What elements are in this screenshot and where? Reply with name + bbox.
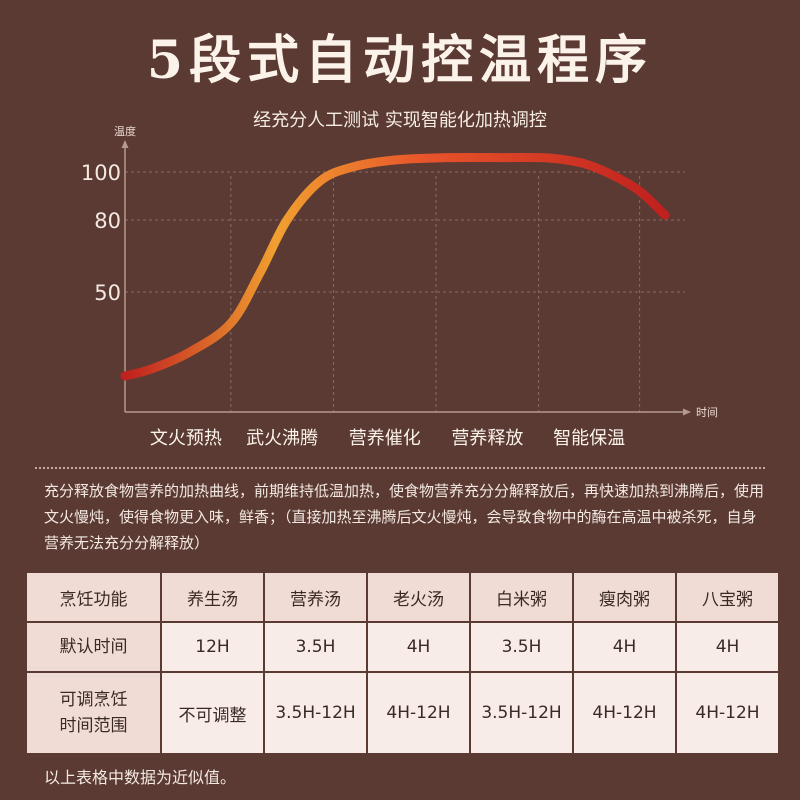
table-row: 可调烹饪 时间范围 不可调整 3.5H-12H 4H-12H 3.5H-12H … — [25, 671, 780, 755]
table-row: 默认时间 12H 3.5H 4H 3.5H 4H 4H — [25, 621, 780, 673]
y-tick-label: 80 — [94, 209, 121, 233]
section-divider — [35, 467, 765, 469]
table-header-cell: 瘦肉粥 — [572, 571, 677, 623]
table-cell: 不可调整 — [160, 671, 265, 755]
table-cell: 4H — [675, 621, 780, 673]
y-axis-arrow — [121, 140, 129, 148]
table-header-cell: 养生汤 — [160, 571, 265, 623]
table-cell: 4H-12H — [572, 671, 677, 755]
x-axis-arrow — [683, 408, 691, 416]
table-header-cell: 营养汤 — [263, 571, 368, 623]
y-axis-label: 温度 — [114, 124, 136, 138]
stage-label: 营养释放 — [451, 428, 523, 449]
stage-label: 智能保温 — [553, 428, 625, 449]
table-header-cell: 八宝粥 — [675, 571, 780, 623]
table-cell: 4H-12H — [675, 671, 780, 755]
table-cell: 4H — [572, 621, 677, 673]
curve-description: 充分释放食物营养的加热曲线，前期维持低温加热，使食物营养充分分解释放后，再快速加… — [44, 482, 765, 552]
stage-label: 文火预热 — [150, 428, 222, 449]
row-label-default-time: 默认时间 — [25, 621, 162, 673]
footnote: 以上表格中数据为近似值。 — [44, 768, 237, 787]
y-tick-label: 100 — [81, 161, 121, 185]
page-title: 5段式自动控温程序 — [146, 30, 654, 91]
stage-label: 营养催化 — [349, 428, 421, 449]
table-cell: 3.5H-12H — [469, 671, 574, 755]
table-cell: 4H — [366, 621, 471, 673]
table-header-cell: 老火汤 — [366, 571, 471, 623]
table-cell: 3.5H — [469, 621, 574, 673]
row-label-line: 时间范围 — [59, 716, 128, 736]
page-subtitle: 经充分人工测试 实现智能化加热调控 — [253, 110, 547, 131]
row-label-adjustable-range: 可调烹饪 时间范围 — [25, 671, 162, 755]
table-cell: 4H-12H — [366, 671, 471, 755]
table-cell: 3.5H-12H — [263, 671, 368, 755]
table-header-row: 烹饪功能 养生汤 营养汤 老火汤 白米粥 瘦肉粥 八宝粥 — [25, 571, 780, 623]
temperature-series-line — [120, 152, 670, 381]
table-header-cell: 烹饪功能 — [25, 571, 162, 623]
table-cell: 12H — [160, 621, 265, 673]
table-cell: 3.5H — [263, 621, 368, 673]
x-axis-label: 时间 — [696, 406, 718, 419]
stage-label: 武火沸腾 — [246, 428, 318, 449]
cooking-spec-table: 烹饪功能 养生汤 营养汤 老火汤 白米粥 瘦肉粥 八宝粥 默认时间 12H 3.… — [25, 571, 780, 755]
y-tick-label: 50 — [94, 281, 121, 305]
table-header-cell: 白米粥 — [469, 571, 574, 623]
row-label-line: 可调烹饪 — [59, 690, 128, 710]
